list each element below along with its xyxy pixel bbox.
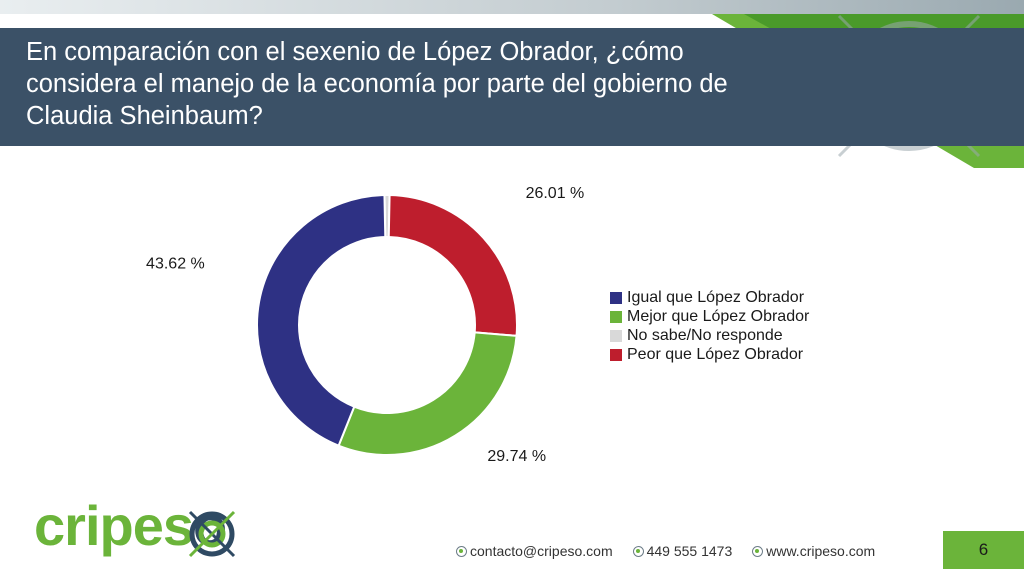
web-icon <box>752 545 764 557</box>
legend-label-no-sabe: No sabe/No responde <box>627 326 783 344</box>
chart-legend: Igual que López Obrador Mejor que López … <box>610 288 809 364</box>
footer-contact: contacto@cripeso.com 449 555 1473 www.cr… <box>456 540 895 562</box>
logo-target-icon <box>188 510 236 558</box>
legend-label-igual: Igual que López Obrador <box>627 288 805 306</box>
top-strip <box>0 0 1024 14</box>
legend-swatch-igual <box>610 291 622 304</box>
legend-swatch-no-sabe <box>610 329 622 342</box>
slide-title: En comparación con el sexenio de López O… <box>26 38 728 130</box>
slice-mejor <box>337 331 518 456</box>
footer-website[interactable]: www.cripeso.com <box>766 543 876 559</box>
label-mejor: 29.74 % <box>487 448 546 465</box>
phone-icon <box>632 545 644 557</box>
footer-email[interactable]: contacto@cripeso.com <box>470 543 613 559</box>
slice-peor <box>387 194 518 337</box>
title-bar <box>0 28 1024 146</box>
footer-phone[interactable]: 449 555 1473 <box>646 543 733 559</box>
legend-item-no-sabe: No sabe/No responde <box>610 326 809 345</box>
legend-label-peor: Peor que López Obrador <box>627 345 804 363</box>
logo-text-main: cripes <box>34 494 194 557</box>
label-peor: 26.01 % <box>526 185 585 202</box>
legend-item-mejor: Mejor que López Obrador <box>610 307 809 326</box>
legend-label-mejor: Mejor que López Obrador <box>627 307 810 325</box>
slice-igual <box>256 194 387 447</box>
page-number: 6 <box>943 531 1024 569</box>
email-icon <box>456 545 467 557</box>
label-igual: 43.62 % <box>146 255 205 272</box>
legend-item-peor: Peor que López Obrador <box>610 345 809 364</box>
cripeso-logo: cripeso <box>34 496 244 562</box>
legend-swatch-peor <box>610 348 622 361</box>
legend-item-igual: Igual que López Obrador <box>610 288 809 307</box>
legend-swatch-mejor <box>610 310 622 323</box>
